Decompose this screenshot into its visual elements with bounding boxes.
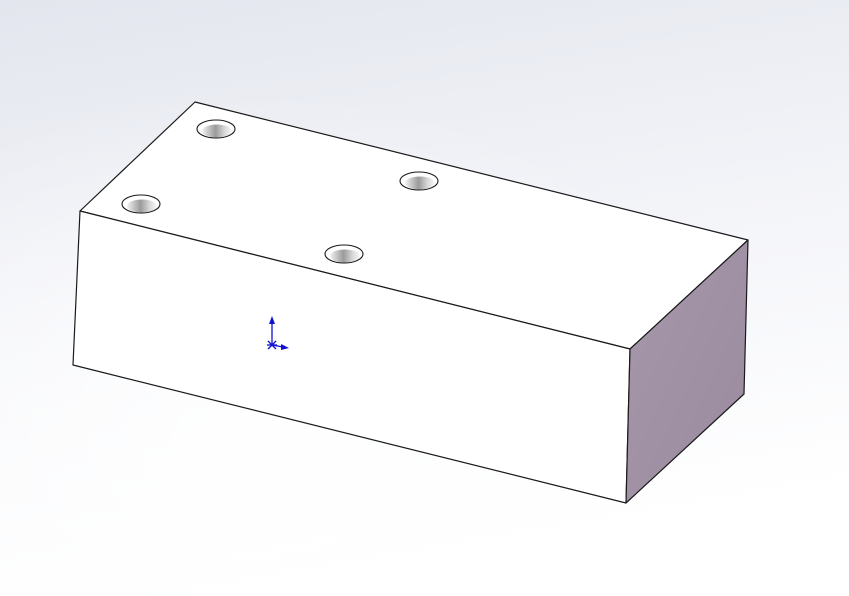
hole-group xyxy=(121,119,439,264)
hole-1[interactable] xyxy=(196,119,236,139)
hole-4[interactable] xyxy=(324,244,364,264)
side-face[interactable] xyxy=(625,239,749,504)
coordinate-triad-icon xyxy=(267,316,289,350)
hole-2[interactable] xyxy=(121,194,161,214)
hole-3[interactable] xyxy=(399,171,439,191)
part-body[interactable] xyxy=(72,101,749,504)
